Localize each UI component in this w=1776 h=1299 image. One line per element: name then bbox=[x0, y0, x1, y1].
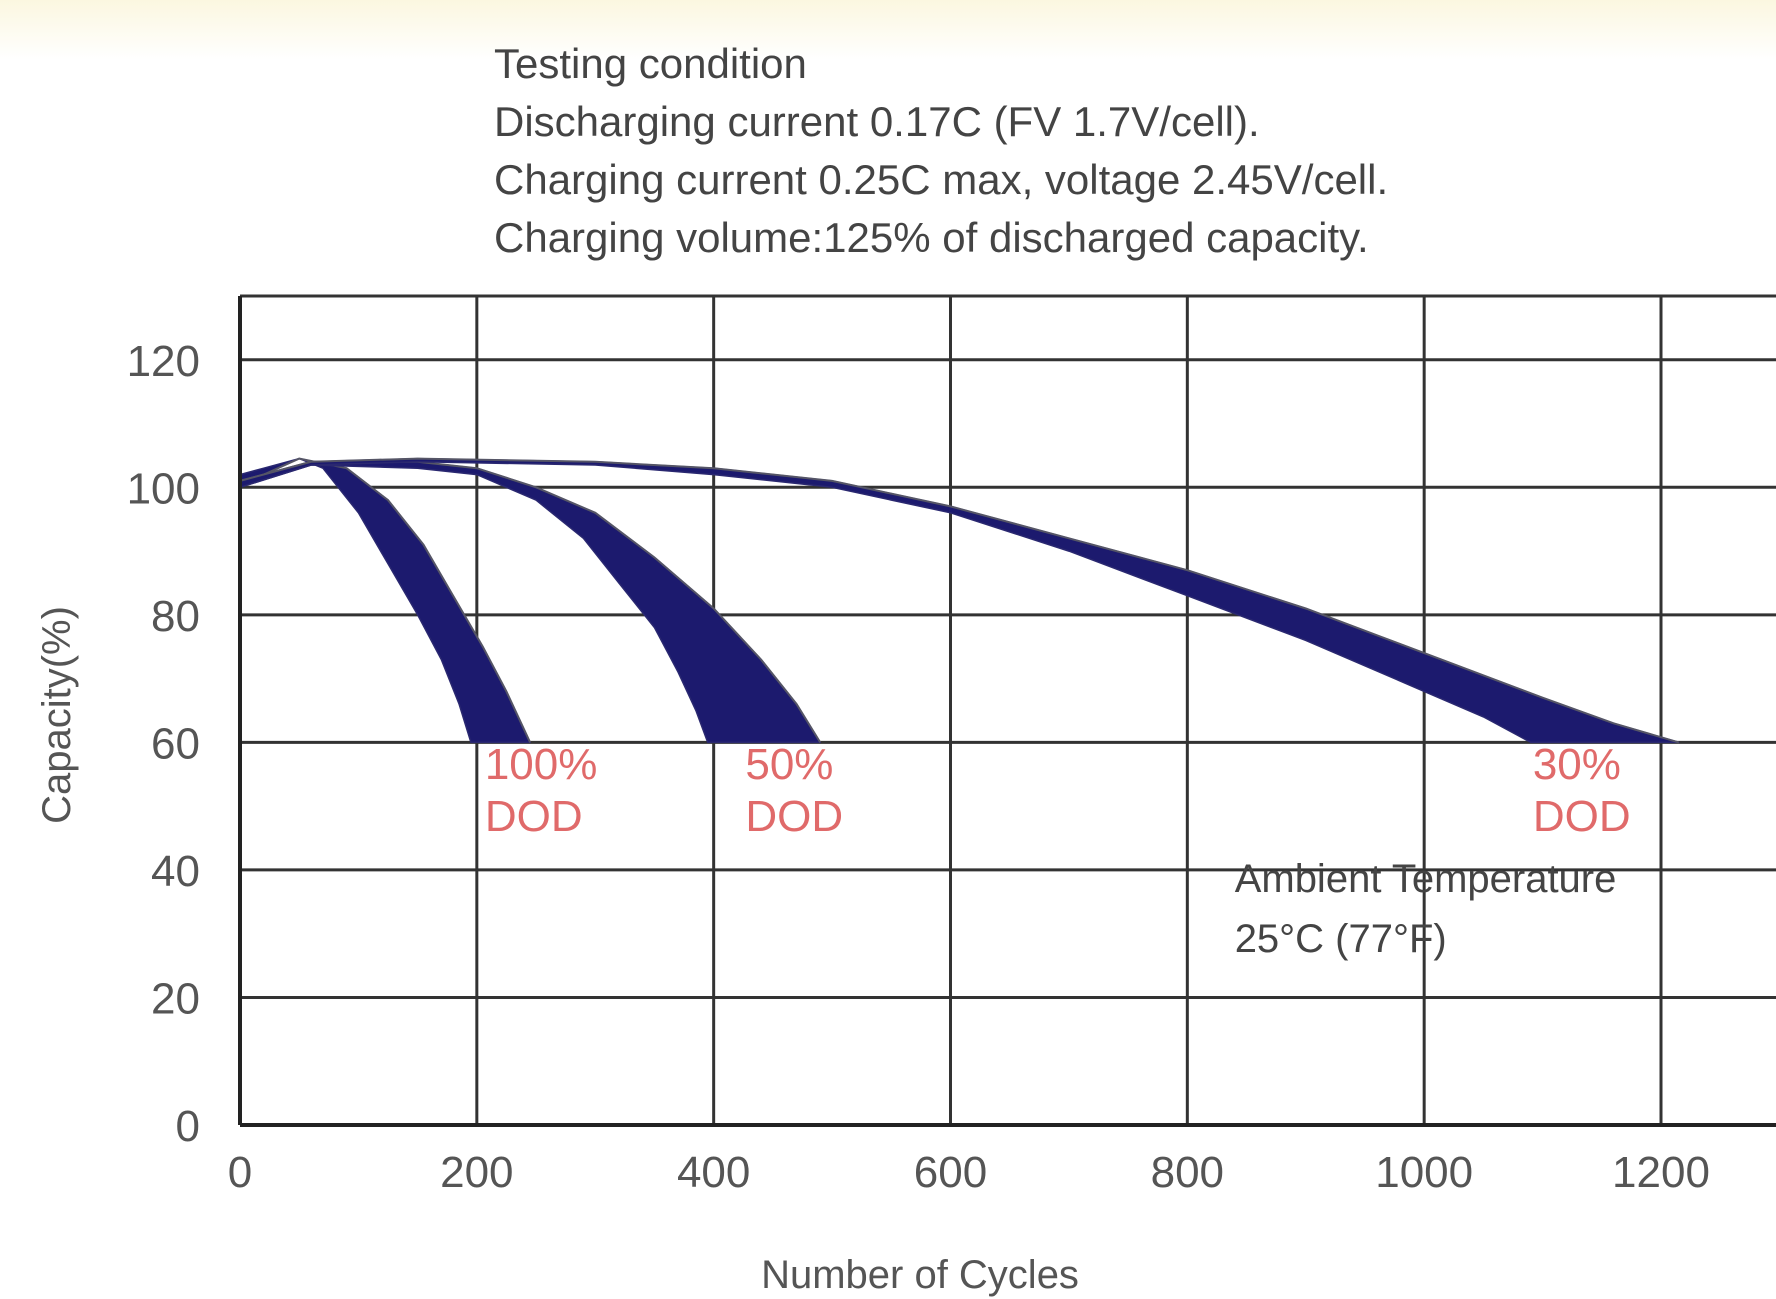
x-tick-label: 200 bbox=[440, 1148, 513, 1197]
y-tick-label: 0 bbox=[176, 1102, 200, 1151]
y-axis-title: Capacity(%) bbox=[35, 606, 79, 824]
x-tick-label: 1200 bbox=[1612, 1148, 1710, 1197]
dod-label-pct: 50% bbox=[745, 740, 833, 789]
dod-label-text: DOD bbox=[1533, 792, 1631, 841]
y-tick-label: 100 bbox=[127, 464, 200, 513]
title-line-3: Charging volume:125% of discharged capac… bbox=[494, 214, 1369, 261]
x-tick-label: 800 bbox=[1151, 1148, 1224, 1197]
band-0 bbox=[239, 457, 531, 744]
y-tick-label: 120 bbox=[127, 337, 200, 386]
axes bbox=[238, 296, 1776, 1127]
x-tick-label: 0 bbox=[228, 1148, 252, 1197]
band-edge-0 bbox=[239, 457, 532, 743]
temperature-label: Ambient Temperature bbox=[1235, 857, 1617, 901]
y-tick-label: 80 bbox=[151, 592, 200, 641]
x-tick-label: 600 bbox=[914, 1148, 987, 1197]
y-tick-label: 20 bbox=[151, 974, 200, 1023]
dod-label-text: DOD bbox=[745, 792, 843, 841]
dod-label-pct: 30% bbox=[1533, 740, 1621, 789]
band-edge-2 bbox=[239, 457, 1680, 744]
top-tint bbox=[0, 0, 1776, 60]
chart-title: Testing condition Discharging current 0.1… bbox=[494, 40, 1388, 261]
title-line-0: Testing condition bbox=[494, 40, 807, 87]
y-tick-label: 40 bbox=[151, 847, 200, 896]
band-1 bbox=[239, 461, 821, 744]
capacity-bands bbox=[239, 457, 1680, 744]
temperature-value: 25°C (77°F) bbox=[1235, 917, 1447, 961]
title-line-1: Discharging current 0.17C (FV 1.7V/cell)… bbox=[494, 98, 1260, 145]
y-tick-label: 60 bbox=[151, 719, 200, 768]
dod-label-pct: 100% bbox=[485, 740, 598, 789]
x-tick-label: 1000 bbox=[1375, 1148, 1473, 1197]
dod-label-text: DOD bbox=[485, 792, 583, 841]
title-line-2: Charging current 0.25C max, voltage 2.45… bbox=[494, 156, 1388, 203]
x-tick-label: 400 bbox=[677, 1148, 750, 1197]
x-axis-title: Number of Cycles bbox=[761, 1253, 1079, 1297]
